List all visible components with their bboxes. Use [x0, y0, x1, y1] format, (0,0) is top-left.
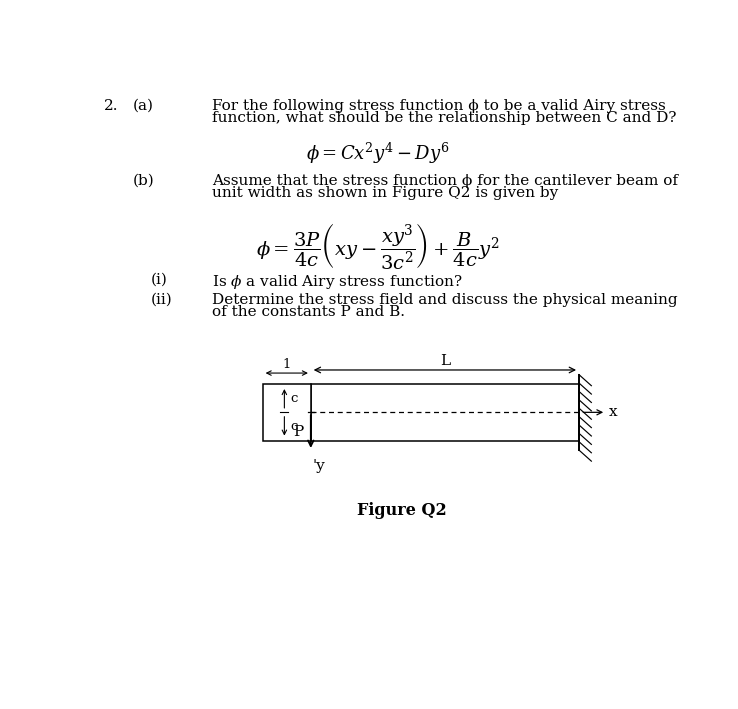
Text: function, what should be the relationship between C and D?: function, what should be the relationshi…	[213, 111, 677, 125]
Text: c: c	[291, 420, 298, 433]
Bar	[311, 384, 579, 441]
Text: (ii): (ii)	[151, 293, 172, 307]
Text: (b): (b)	[133, 174, 154, 188]
Text: For the following stress function ϕ to be a valid Airy stress: For the following stress function ϕ to b…	[213, 99, 666, 113]
Text: (i): (i)	[151, 273, 168, 287]
Text: 'y: 'y	[312, 459, 325, 472]
Text: 2.: 2.	[104, 99, 118, 113]
Text: $\phi = Cx^2y^4 - Dy^6$: $\phi = Cx^2y^4 - Dy^6$	[306, 140, 450, 166]
Text: (a): (a)	[133, 99, 154, 113]
Text: Is $\phi$ a valid Airy stress function?: Is $\phi$ a valid Airy stress function?	[213, 273, 463, 291]
Text: c: c	[291, 391, 298, 405]
Text: 1: 1	[283, 358, 291, 371]
Text: P: P	[293, 425, 303, 439]
Text: unit width as shown in Figure Q2 is given by: unit width as shown in Figure Q2 is give…	[213, 186, 559, 200]
Text: x: x	[608, 406, 617, 419]
Text: Assume that the stress function ϕ for the cantilever beam of: Assume that the stress function ϕ for th…	[213, 174, 678, 188]
Text: L: L	[440, 354, 450, 368]
Text: of the constants P and B.: of the constants P and B.	[213, 306, 405, 319]
Text: Determine the stress field and discuss the physical meaning: Determine the stress field and discuss t…	[213, 293, 678, 307]
Text: Figure Q2: Figure Q2	[357, 503, 447, 520]
Bar	[263, 384, 311, 441]
Text: $\phi = \dfrac{3P}{4c}\left(xy - \dfrac{xy^3}{3c^2}\right) + \dfrac{B}{4c}y^2$: $\phi = \dfrac{3P}{4c}\left(xy - \dfrac{…	[256, 222, 500, 272]
